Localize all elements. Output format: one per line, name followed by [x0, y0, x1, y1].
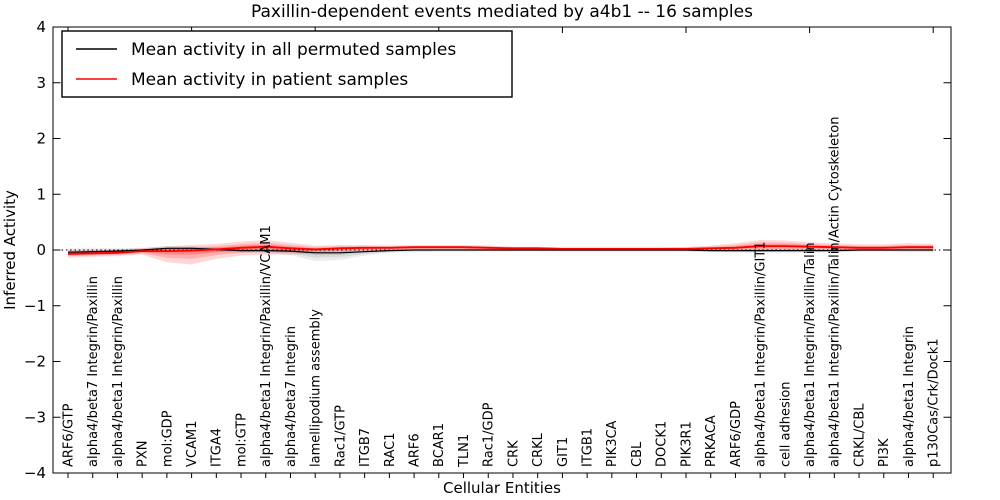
x-tick-label: PIK3CA: [605, 420, 620, 467]
x-tick-label: alpha4/beta1 Integrin/Paxillin/Talin/Act…: [828, 117, 843, 467]
x-tick-label: alpha4/beta1 Integrin/Paxillin: [111, 276, 126, 467]
x-tick-label: RAC1: [383, 432, 398, 467]
x-tick-label: alpha4/beta7 Integrin: [284, 326, 299, 467]
x-tick-label: GIT1: [556, 437, 571, 467]
plot-frame: [52, 26, 952, 474]
x-tick-label: CRKL/CBL: [852, 403, 867, 467]
x-tick-label: TLN1: [457, 434, 472, 468]
legend-label-permuted: Mean activity in all permuted samples: [131, 40, 456, 60]
x-tick-label: alpha4/beta7 Integrin/Paxillin: [86, 276, 101, 467]
x-tick-label: VCAM1: [185, 421, 200, 467]
x-tick-label: cell adhesion: [778, 381, 793, 467]
x-tick-label: alpha4/beta1 Integrin: [902, 326, 917, 467]
permuted-band: [68, 246, 934, 262]
x-tick-label: ARF6/GDP: [729, 401, 744, 467]
x-tick-label: Rac1/GTP: [333, 405, 348, 467]
y-tick-label: 2: [36, 130, 46, 148]
x-axis-ticks: [67, 27, 934, 478]
y-axis-label: Inferred Activity: [1, 190, 19, 310]
y-tick-label: 4: [36, 18, 46, 36]
x-tick-label: CBL: [630, 441, 645, 467]
patient-band: [68, 240, 934, 265]
legend: Mean activity in all permuted samples Me…: [61, 30, 513, 98]
x-tick-label: Rac1/GDP: [482, 402, 497, 467]
x-tick-label: ITGB1: [581, 428, 596, 467]
x-tick-labels: ARF6/GTP alpha4/beta7 Integrin/Paxillin al…: [61, 117, 941, 468]
x-tick-label: PIK3R1: [679, 421, 694, 467]
x-tick-label: lamellipodium assembly: [309, 309, 324, 467]
y-tick-label: −2: [24, 353, 46, 371]
x-tick-label: mol:GDP: [160, 410, 175, 467]
y-tick-labels: −4 −3 −2 −1 0 1 2 3 4: [24, 18, 46, 482]
patient-band: [68, 242, 934, 259]
y-tick-label: 3: [36, 74, 46, 92]
x-tick-label: ARF6: [408, 433, 423, 467]
y-tick-label: −4: [24, 464, 46, 482]
x-tick-label: ARF6/GTP: [61, 403, 76, 467]
x-tick-label: ITGB7: [358, 428, 373, 467]
legend-label-patient: Mean activity in patient samples: [131, 70, 408, 90]
y-tick-label: −3: [24, 408, 46, 426]
x-tick-label: CRKL: [531, 432, 546, 467]
x-tick-label: alpha4/beta1 Integrin/Paxillin/VCAM1: [259, 225, 274, 467]
x-tick-label: DOCK1: [655, 421, 670, 467]
legend-box: [61, 30, 513, 98]
x-tick-label: CRK: [506, 440, 521, 467]
x-tick-label: ITGA4: [210, 428, 225, 467]
y-tick-label: 1: [36, 185, 46, 203]
x-tick-label: alpha4/beta1 Integrin/Paxillin/GIT1: [754, 241, 769, 467]
x-tick-label: p130Cas/Crk/Dock1: [927, 338, 942, 467]
mean-activity-lines: [67, 245, 934, 255]
x-tick-label: mol:GTP: [234, 413, 249, 467]
x-tick-label: PXN: [136, 441, 151, 467]
y-tick-label: −1: [24, 297, 46, 315]
patient-mean-line: [67, 245, 934, 255]
x-tick-label: PRKACA: [704, 415, 719, 467]
x-tick-label: alpha4/beta1 Integrin/Paxillin/Talin: [803, 242, 818, 467]
y-tick-label: 0: [36, 241, 46, 259]
x-axis-label: Cellular Entities: [443, 479, 561, 497]
x-tick-label: BCAR1: [432, 423, 447, 467]
chart-title: Paxillin-dependent events mediated by a4…: [251, 2, 753, 22]
permuted-band: [68, 247, 934, 258]
x-tick-label: PI3K: [877, 438, 892, 467]
